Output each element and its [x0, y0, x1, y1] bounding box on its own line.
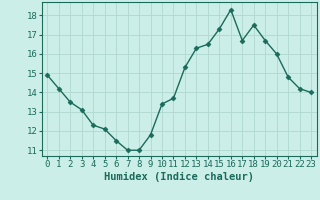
X-axis label: Humidex (Indice chaleur): Humidex (Indice chaleur)	[104, 172, 254, 182]
